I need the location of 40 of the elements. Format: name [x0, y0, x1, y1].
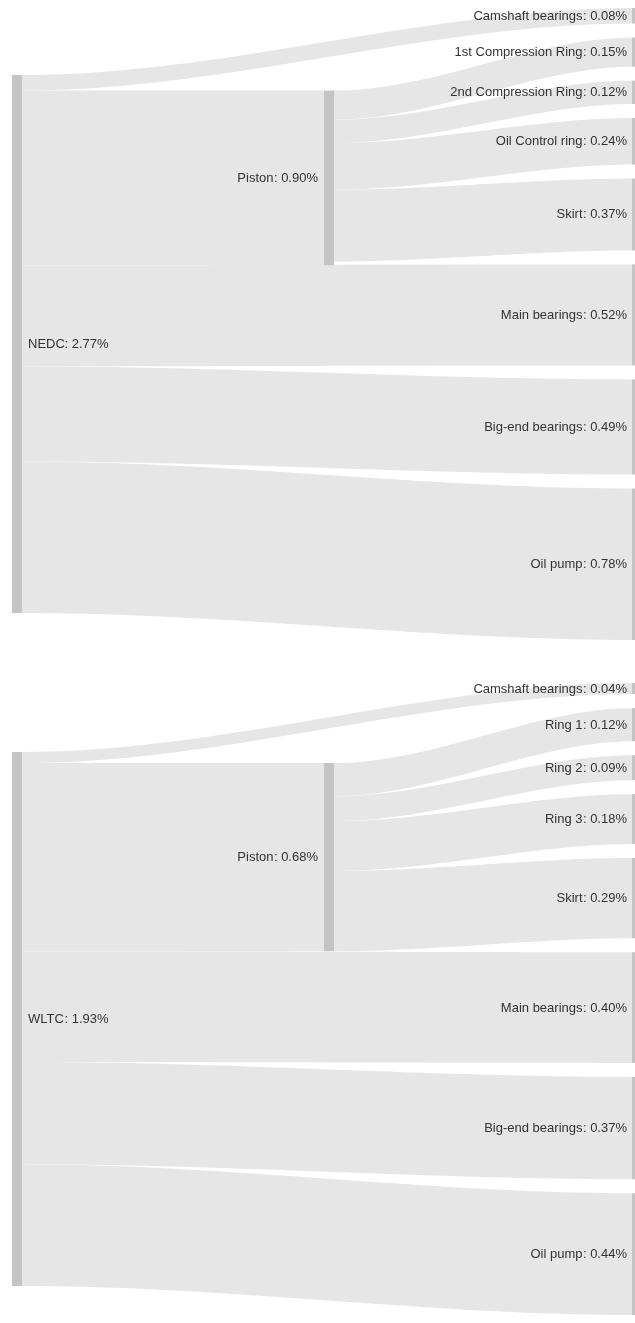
data-label: : 0.08% — [582, 7, 628, 23]
category-label: Piston — [237, 169, 274, 185]
category-label: 1st Compression Ring — [454, 44, 583, 60]
category-label: Camshaft bearings — [473, 7, 583, 23]
data-label: : 0.78% — [582, 556, 628, 572]
data-label: : 0.09% — [582, 759, 628, 775]
category-label: WLTC — [28, 1011, 64, 1026]
data-label: : 0.37% — [582, 1120, 628, 1136]
data-label: : 0.12% — [582, 84, 628, 100]
data-label: : 0.90% — [273, 169, 319, 185]
category-label: Ring 1 — [544, 716, 583, 732]
data-label: : 2.77% — [64, 336, 110, 351]
category-label: Main bearings — [500, 306, 583, 322]
data-label: : 0.49% — [582, 418, 628, 434]
data-label: : 0.40% — [582, 999, 628, 1015]
category-label: Ring 3 — [544, 811, 583, 827]
data-label: : 1.93% — [64, 1011, 110, 1026]
category-label: NEDC — [28, 336, 65, 351]
data-label: : 0.29% — [582, 890, 628, 906]
data-label: : 0.24% — [582, 133, 628, 149]
data-label: : 0.12% — [582, 716, 628, 732]
category-label: Skirt — [556, 890, 583, 906]
data-label: : 0.04% — [582, 680, 628, 696]
category-label: Big-end bearings — [484, 418, 583, 434]
data-label: : 0.15% — [582, 44, 628, 60]
category-label: Main bearings — [500, 999, 583, 1015]
category-label: Piston — [237, 849, 274, 865]
data-label: : 0.44% — [582, 1246, 628, 1262]
data-label: : 0.18% — [582, 811, 628, 827]
data-label: : 0.68% — [273, 849, 319, 865]
category-label: Camshaft bearings — [473, 680, 583, 696]
data-label: : 0.37% — [582, 206, 628, 222]
category-label: Big-end bearings — [484, 1120, 583, 1136]
category-label: Oil Control ring — [495, 133, 583, 149]
category-label: 2nd Compression Ring — [450, 84, 583, 100]
category-label: Oil pump — [530, 556, 583, 572]
data-label: : 0.52% — [582, 306, 628, 322]
category-label: Oil pump — [530, 1246, 583, 1262]
category-label: Ring 2 — [544, 759, 583, 775]
category-label: Skirt — [556, 206, 583, 222]
